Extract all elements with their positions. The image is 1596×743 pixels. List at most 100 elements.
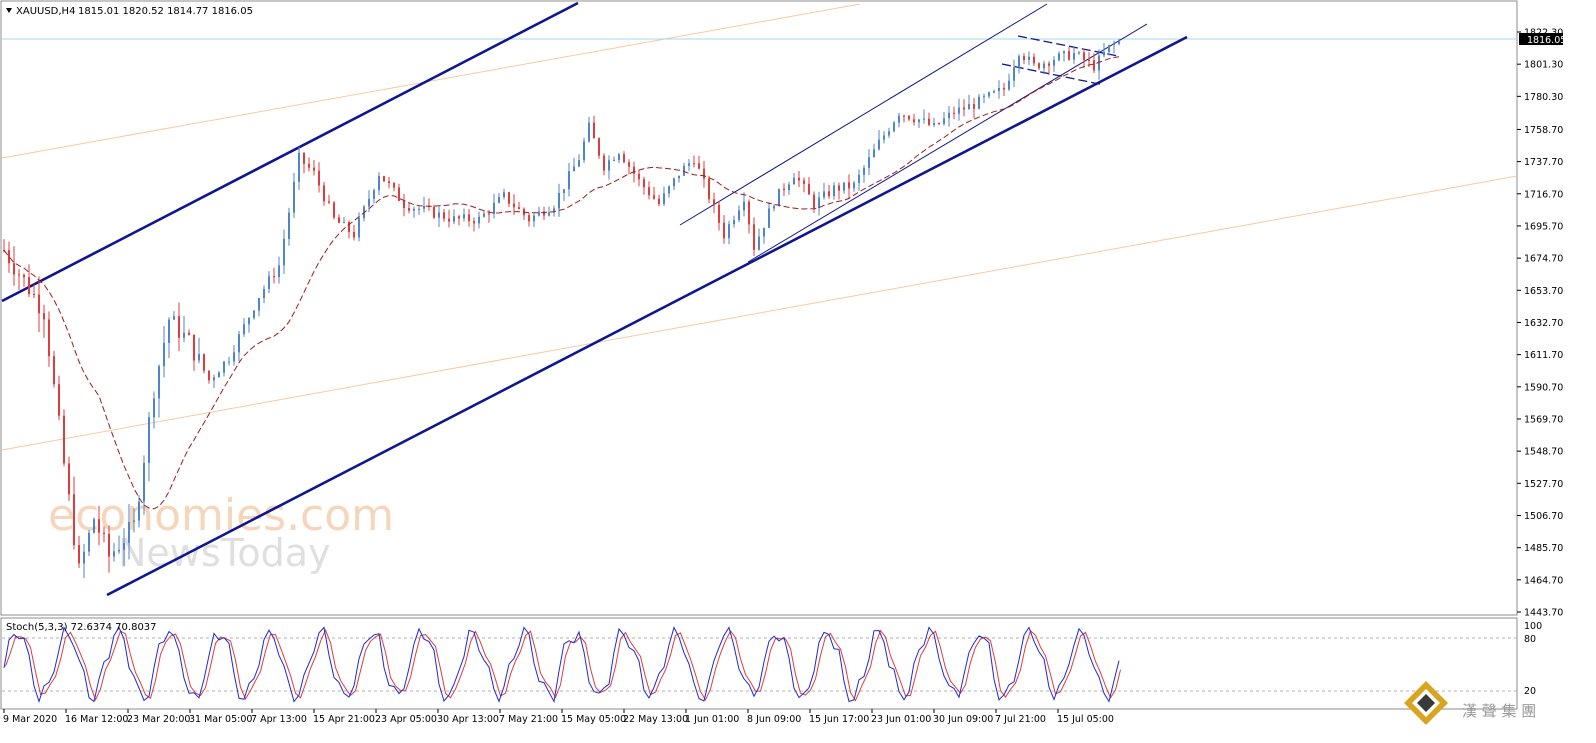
candle-body (773, 206, 775, 209)
candle-body (623, 154, 625, 163)
candle-body (303, 152, 305, 164)
y-tick-label: 1569.70 (1524, 414, 1563, 425)
candle-body (148, 417, 150, 463)
candle-body (543, 211, 545, 216)
candle-body (568, 171, 570, 190)
candle-body (503, 192, 505, 198)
inner-channel-lower[interactable] (747, 23, 1148, 263)
candle-body (178, 316, 180, 338)
x-tick-label: 15 Jun 17:00 (809, 714, 869, 725)
chart-header: XAUUSD,H4 1815.01 1820.52 1814.77 1816.0… (6, 6, 253, 17)
candle-body (673, 178, 675, 187)
candle-body (498, 197, 500, 203)
candle-body (18, 274, 20, 276)
candle-body (883, 135, 885, 140)
price-axis[interactable]: 1822.301801.301780.301758.701737.701716.… (1517, 28, 1563, 619)
candle-body (53, 356, 55, 385)
candle-body (873, 149, 875, 158)
candle-body (313, 167, 315, 171)
triangle-down-icon[interactable] (6, 8, 12, 13)
candle-body (268, 276, 270, 289)
main-channel-upper[interactable] (1, 1, 579, 303)
candle-body (863, 167, 865, 175)
y-tick-label: 1716.70 (1524, 189, 1563, 200)
watermark-line2: NewsToday (118, 531, 331, 575)
candle-body (163, 342, 165, 367)
candle-body (1053, 60, 1055, 66)
x-tick-label: 15 Apr 21:00 (313, 714, 375, 725)
candle-body (198, 353, 200, 361)
candle-body (688, 163, 690, 166)
candle-body (618, 154, 620, 160)
candle-body (98, 519, 100, 533)
lower-light-line (1, 175, 1518, 451)
candle-body (913, 119, 915, 123)
candle-body (838, 185, 840, 191)
candle-body (998, 87, 1000, 92)
candle-body (943, 118, 945, 124)
candle-body (848, 182, 850, 189)
candle-body (438, 212, 440, 218)
watermark: economies.com NewsToday (48, 490, 394, 575)
candle-body (878, 139, 880, 150)
current-price-label: 1816.05 (1527, 35, 1566, 46)
candle-body (1098, 55, 1100, 71)
y-tick-label: 1506.70 (1524, 511, 1563, 522)
candle-body (858, 174, 860, 183)
candle-body (918, 119, 920, 123)
candle-body (458, 216, 460, 219)
candle-body (608, 160, 610, 171)
candle-body (828, 191, 830, 197)
candle-body (778, 188, 780, 207)
candle-body (243, 324, 245, 335)
candle-body (418, 208, 420, 210)
candle-body (253, 310, 255, 318)
candle-body (988, 92, 990, 97)
candle-body (463, 214, 465, 219)
candle-body (8, 250, 10, 264)
flag-upper-dashed[interactable] (1017, 35, 1119, 57)
candle-body (368, 198, 370, 207)
candle-body (958, 107, 960, 114)
candle-body (993, 91, 995, 93)
candle-body (1078, 52, 1080, 54)
candle-body (193, 334, 195, 361)
y-tick-label: 1527.70 (1524, 479, 1563, 490)
candle-body (68, 463, 70, 495)
candle-body (528, 215, 530, 222)
y-tick-label: 1443.70 (1524, 608, 1563, 619)
candle-body (413, 208, 415, 211)
x-tick-label: 1 Jun 01:00 (685, 714, 739, 725)
inner-channel-upper[interactable] (679, 3, 1048, 226)
x-tick-label: 7 May 21:00 (499, 714, 558, 725)
candle-body (743, 201, 745, 211)
candle-body (183, 332, 185, 338)
y-tick-label: 1695.70 (1524, 221, 1563, 232)
candle-body (853, 182, 855, 189)
candle-body (228, 361, 230, 363)
candle-body (213, 377, 215, 381)
candle-body (153, 398, 155, 418)
candle-body (908, 115, 910, 120)
candle-body (938, 123, 940, 125)
main-channel-lower[interactable] (106, 35, 1188, 597)
y-tick-label: 1464.70 (1524, 575, 1563, 586)
candle-body (763, 227, 765, 237)
candle-body (143, 462, 145, 502)
candle-body (478, 216, 480, 224)
candle-body (423, 206, 425, 209)
x-tick-label: 15 May 05:00 (561, 714, 626, 725)
stoch-main-line (3, 626, 1120, 704)
candle-body (1068, 51, 1070, 60)
y-tick-label: 1737.70 (1524, 157, 1563, 168)
candle-body (203, 353, 205, 371)
candle-body (928, 118, 930, 125)
y-tick-label: 1632.70 (1524, 318, 1563, 329)
candle-body (1038, 63, 1040, 69)
candle-body (783, 188, 785, 191)
candle-body (343, 222, 345, 224)
candle-body (1028, 56, 1030, 61)
x-tick-label: 23 Apr 05:00 (375, 714, 437, 725)
